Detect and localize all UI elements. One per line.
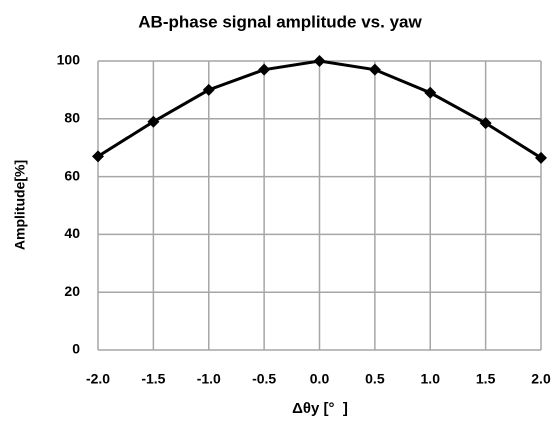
y-tick-label: 80: [64, 110, 80, 126]
y-tick-label: 40: [64, 225, 80, 241]
marker: [368, 63, 381, 76]
marker: [313, 55, 326, 67]
x-axis-label: Δθy [° ]: [292, 400, 348, 417]
marker: [202, 83, 215, 96]
y-tick-label: 100: [57, 52, 81, 68]
chart-title: AB-phase signal amplitude vs. yaw: [138, 12, 422, 31]
y-tick-label: 20: [64, 283, 80, 299]
x-tick-label: 1.5: [476, 371, 496, 387]
marker: [535, 151, 547, 164]
y-tick-label: 60: [64, 167, 80, 183]
x-tick-label: 0.0: [310, 371, 330, 387]
marker: [147, 115, 160, 128]
marker: [424, 86, 437, 99]
x-tick-label: 2.0: [531, 371, 551, 387]
x-tick-label: -0.5: [252, 371, 276, 387]
x-tick-label: 0.5: [365, 371, 385, 387]
x-tick-label: -1.0: [197, 371, 221, 387]
x-tick-label: -2.0: [86, 371, 110, 387]
marker: [92, 150, 104, 163]
y-axis-label: Amplitude[%]: [12, 160, 28, 250]
x-tick-label: 1.0: [421, 371, 441, 387]
marker: [479, 117, 492, 130]
marker: [258, 63, 271, 76]
y-tick-label: 0: [72, 341, 80, 357]
x-tick-label: -1.5: [141, 371, 165, 387]
